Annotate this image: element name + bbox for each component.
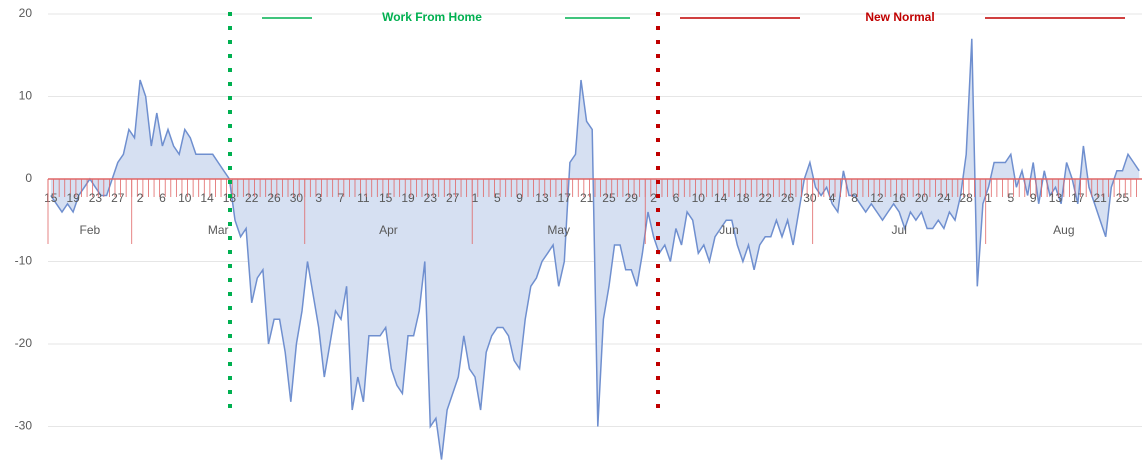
y-tick-label: -10 bbox=[15, 254, 33, 268]
x-tick-label: 26 bbox=[267, 191, 281, 205]
x-tick-label: 19 bbox=[401, 191, 415, 205]
x-tick-label: 9 bbox=[516, 191, 523, 205]
x-tick-label: 11 bbox=[357, 191, 370, 205]
x-tick-label: 6 bbox=[159, 191, 166, 205]
x-tick-label: 15 bbox=[44, 191, 58, 205]
x-tick-label: 1 bbox=[472, 191, 479, 205]
month-label: Jul bbox=[892, 223, 907, 237]
annotation: Work From Home bbox=[382, 10, 482, 24]
y-tick-label: -20 bbox=[15, 336, 33, 350]
x-tick-label: 2 bbox=[650, 191, 657, 205]
line bbox=[50, 38, 1140, 460]
x-tick-label: 3 bbox=[315, 191, 322, 205]
x-tick-label: 16 bbox=[893, 191, 907, 205]
x-tick-label: 13 bbox=[1049, 191, 1063, 205]
y-tick-label: 10 bbox=[19, 89, 33, 103]
x-tick-label: 21 bbox=[1093, 191, 1107, 205]
x-tick-label: 27 bbox=[111, 191, 125, 205]
x-tick-label: 13 bbox=[535, 191, 549, 205]
month-label: May bbox=[547, 223, 570, 237]
y-tick-label: -30 bbox=[15, 419, 33, 433]
month-label: Jun bbox=[719, 223, 738, 237]
x-tick-label: 9 bbox=[1030, 191, 1037, 205]
x-tick-label: 19 bbox=[66, 191, 80, 205]
month-label: Feb bbox=[80, 223, 101, 237]
x-tick-label: 17 bbox=[1071, 191, 1085, 205]
x-tick-label: 23 bbox=[424, 191, 438, 205]
month-label: Apr bbox=[379, 223, 398, 237]
y-tick-label: 0 bbox=[25, 171, 32, 185]
x-tick-label: 20 bbox=[915, 191, 929, 205]
month-label: Mar bbox=[208, 223, 229, 237]
x-tick-label: 18 bbox=[736, 191, 750, 205]
x-tick-label: 22 bbox=[759, 191, 773, 205]
x-tick-label: 25 bbox=[1116, 191, 1130, 205]
x-tick-label: 7 bbox=[338, 191, 345, 205]
x-tick-label: 12 bbox=[870, 191, 884, 205]
x-tick-label: 15 bbox=[379, 191, 393, 205]
x-tick-label: 18 bbox=[223, 191, 237, 205]
x-tick-label: 5 bbox=[1007, 191, 1014, 205]
x-tick-label: 2 bbox=[137, 191, 144, 205]
x-tick-label: 24 bbox=[937, 191, 951, 205]
x-tick-label: 8 bbox=[851, 191, 858, 205]
x-tick-label: 5 bbox=[494, 191, 501, 205]
x-tick-label: 17 bbox=[558, 191, 572, 205]
x-tick-label: 23 bbox=[89, 191, 103, 205]
x-tick-label: 10 bbox=[178, 191, 192, 205]
x-tick-label: 25 bbox=[602, 191, 616, 205]
x-tick-label: 28 bbox=[959, 191, 973, 205]
x-tick-label: 14 bbox=[714, 191, 728, 205]
x-tick-label: 14 bbox=[200, 191, 214, 205]
x-tick-label: 21 bbox=[580, 191, 594, 205]
x-tick-label: 26 bbox=[781, 191, 795, 205]
x-tick-label: 27 bbox=[446, 191, 460, 205]
x-tick-label: 29 bbox=[625, 191, 639, 205]
x-tick-label: 30 bbox=[290, 191, 304, 205]
annotation: New Normal bbox=[865, 10, 934, 24]
x-tick-label: 6 bbox=[673, 191, 680, 205]
x-tick-label: 10 bbox=[692, 191, 706, 205]
x-tick-label: 1 bbox=[985, 191, 992, 205]
x-tick-label: 4 bbox=[829, 191, 836, 205]
x-tick-label: 22 bbox=[245, 191, 259, 205]
x-tick-label: 30 bbox=[803, 191, 817, 205]
y-tick-label: 20 bbox=[19, 6, 33, 20]
month-label: Aug bbox=[1053, 223, 1074, 237]
